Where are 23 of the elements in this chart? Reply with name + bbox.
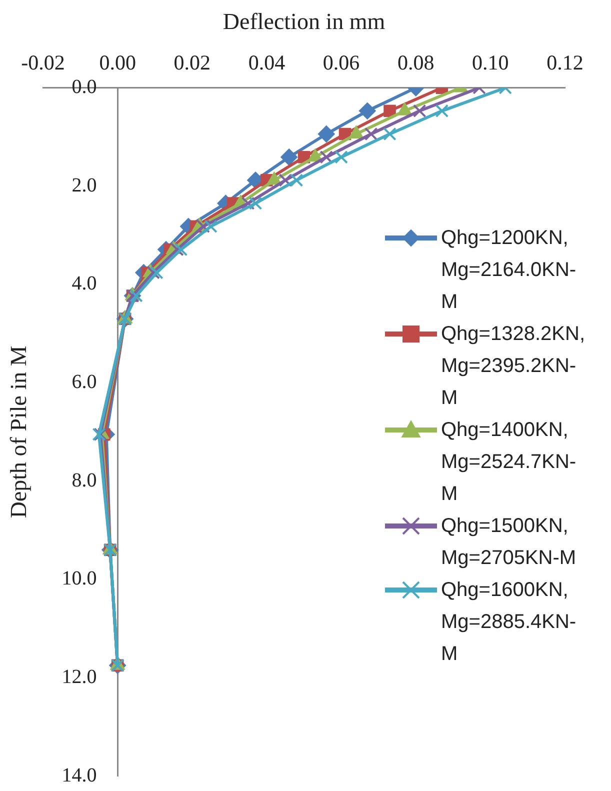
legend-label: Qhg=1500KN, Mg=2705KN-M [441, 514, 578, 571]
legend-label: Qhg=1400KN, Mg=2524.7KN-M [441, 418, 578, 507]
legend-label: Qhg=1600KN, Mg=2885.4KN-M [441, 578, 578, 667]
x-axis-title: Deflection in mm [222, 8, 386, 34]
y-tick-label: 10.0 [62, 568, 97, 590]
y-tick-label: 14.0 [62, 764, 97, 786]
y-tick-label: 12.0 [62, 666, 97, 688]
x-tick-label: 0.02 [174, 50, 211, 75]
x-tick-label: 0.10 [472, 50, 509, 75]
y-tick-label: 4.0 [72, 272, 97, 295]
y-tick-label: 2.0 [72, 174, 97, 196]
legend-label: Qhg=1200KN, Mg=2164.0KN-M [441, 226, 578, 315]
x-tick-label: 0.08 [397, 50, 434, 75]
x-tick-label: -0.02 [21, 50, 65, 75]
y-tick-label: 8.0 [72, 469, 97, 492]
y-tick-label: 0.0 [72, 76, 97, 98]
y-axis-title: Depth of Pile in M [6, 346, 32, 518]
x-tick-label: 0.00 [99, 50, 136, 75]
y-tick-label: 6.0 [72, 370, 97, 393]
x-tick-label: 0.04 [248, 50, 286, 75]
x-tick-label: 0.12 [546, 50, 584, 75]
x-tick-label: 0.06 [322, 50, 360, 75]
legend-label: Qhg=1328.2KN, Mg=2395.2KN-M [441, 322, 586, 411]
